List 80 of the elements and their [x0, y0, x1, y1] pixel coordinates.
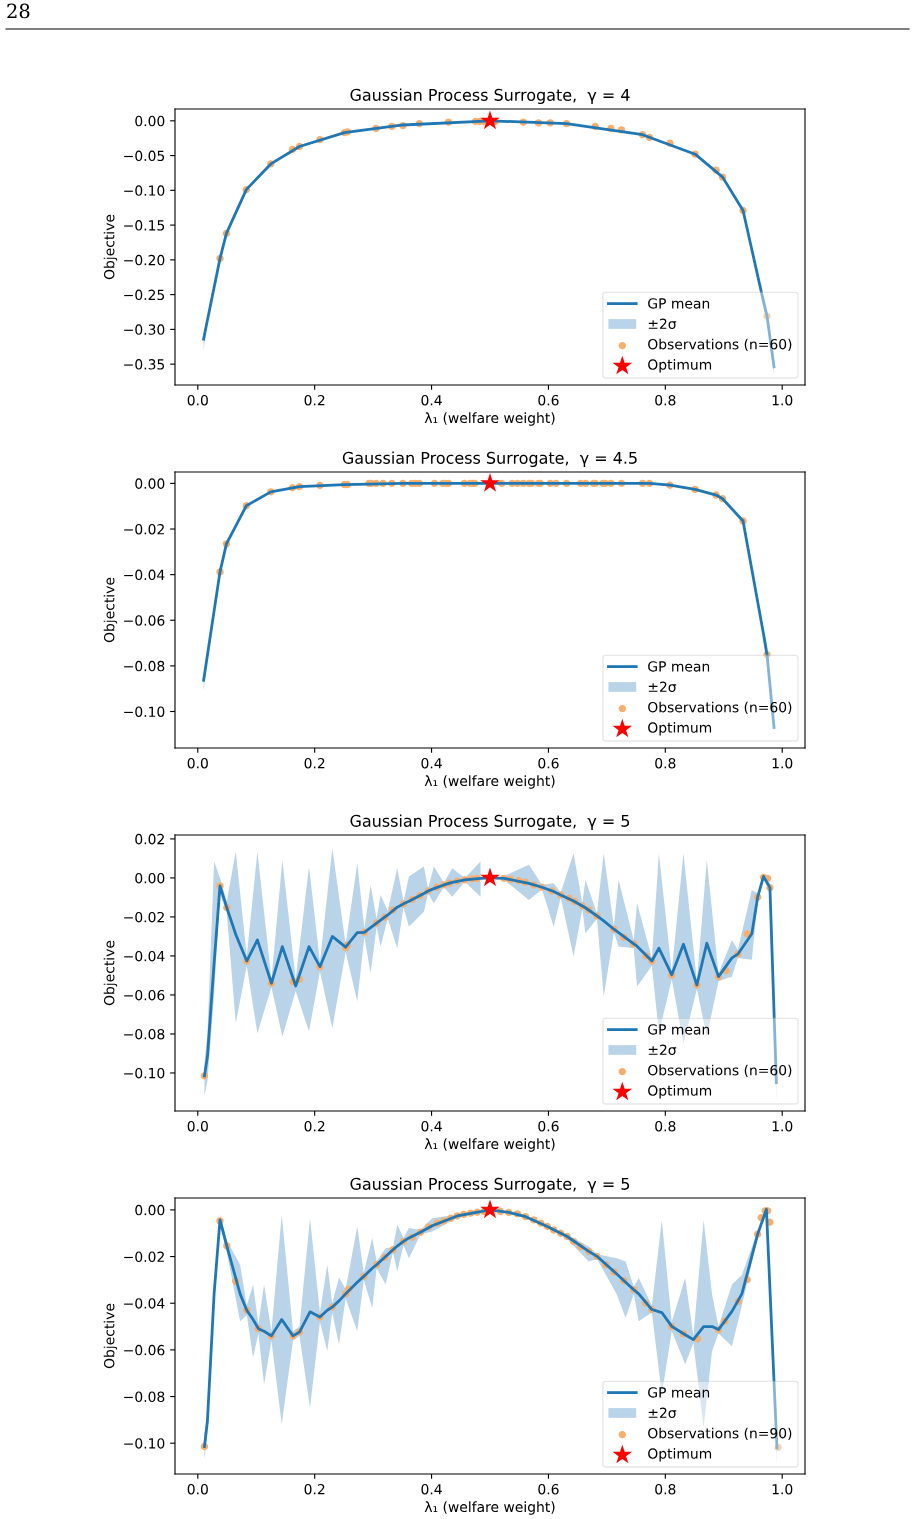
x-tick-label: 0.6 [538, 1483, 559, 1495]
legend-label: ±2σ [648, 1044, 677, 1056]
chart-title: Gaussian Process Surrogate, γ = 5 [350, 814, 630, 830]
y-tick-label: 0.00 [135, 478, 165, 489]
x-tick-label: 0.2 [304, 394, 325, 406]
y-tick-label: −0.10 [124, 706, 165, 717]
legend-label: ±2σ [648, 681, 677, 693]
x-tick-label: 0.8 [655, 1483, 676, 1495]
legend-label: GP mean [648, 1024, 710, 1035]
y-tick-label: −0.02 [124, 523, 164, 535]
x-tick-label: 0.4 [421, 1120, 442, 1132]
y-tick-label: −0.06 [124, 615, 165, 626]
y-tick-label: −0.35 [124, 359, 165, 370]
x-axis-title: λ₁ (welfare weight) [424, 1501, 555, 1515]
x-tick-label: 0.0 [187, 757, 208, 769]
x-tick-label: 1.0 [772, 394, 793, 406]
x-tick-label: 1.0 [772, 757, 793, 769]
legend-label: ±2σ [648, 318, 677, 330]
y-tick-label: 0.02 [135, 833, 164, 845]
legend-label: ±2σ [648, 1407, 677, 1419]
y-tick-label: −0.04 [124, 950, 165, 962]
y-tick-label: 0.00 [135, 872, 165, 884]
x-tick-label: 1.0 [772, 1483, 793, 1495]
y-tick-label: −0.04 [124, 569, 165, 581]
x-axis-title: λ₁ (welfare weight) [424, 1138, 555, 1152]
x-tick-label: 0.6 [538, 394, 559, 406]
x-tick-label: 0.2 [304, 1120, 325, 1132]
y-tick-label: −0.10 [124, 185, 165, 196]
x-tick-label: 0.8 [655, 394, 676, 406]
legend-label: Optimum [648, 722, 712, 736]
legend-label: Optimum [648, 359, 712, 373]
x-tick-label: 0.2 [304, 1483, 325, 1495]
legend-label: GP mean [648, 298, 710, 309]
y-tick-label: 0.00 [135, 115, 165, 127]
legend-label: Optimum [648, 1085, 712, 1099]
x-tick-label: 0.4 [421, 394, 442, 406]
y-tick-label: −0.20 [124, 254, 165, 266]
x-tick-label: 0.6 [538, 757, 559, 769]
x-tick-label: 0.4 [421, 757, 442, 769]
y-tick-label: −0.08 [124, 660, 165, 672]
y-tick-label: −0.05 [124, 150, 165, 162]
x-tick-label: 1.0 [772, 1120, 793, 1132]
x-axis-title: λ₁ (welfare weight) [424, 412, 555, 426]
y-tick-label: −0.08 [124, 1391, 165, 1403]
x-tick-label: 0.2 [304, 757, 325, 769]
y-axis-title: Objective [103, 1303, 118, 1369]
y-tick-label: −0.08 [124, 1028, 165, 1040]
y-tick-label: −0.02 [124, 1251, 164, 1263]
y-axis-title: Objective [103, 214, 118, 280]
legend-label: Observations (n=60) [648, 1064, 792, 1078]
legend-label: GP mean [648, 661, 710, 672]
y-tick-label: −0.10 [124, 1067, 165, 1079]
y-tick-label: −0.25 [124, 289, 165, 301]
y-tick-label: 0.00 [135, 1204, 165, 1216]
legend-label: Observations (n=60) [648, 701, 792, 715]
y-axis-title: Objective [103, 940, 118, 1006]
x-tick-label: 0.0 [187, 1483, 208, 1495]
chart-title: Gaussian Process Surrogate, γ = 5 [350, 1177, 630, 1193]
x-tick-label: 0.0 [187, 394, 208, 406]
x-tick-label: 0.6 [538, 1120, 559, 1132]
chart-title: Gaussian Process Surrogate, γ = 4.5 [342, 451, 637, 467]
y-tick-label: −0.15 [124, 220, 165, 231]
text: 28 [7, 3, 30, 19]
y-tick-label: −0.06 [124, 1344, 165, 1356]
y-tick-label: −0.30 [124, 324, 165, 335]
x-tick-label: 0.8 [655, 757, 676, 769]
legend-label: Observations (n=90) [648, 1427, 792, 1441]
x-tick-label: 0.0 [187, 1120, 208, 1132]
y-tick-label: −0.10 [124, 1438, 165, 1449]
y-tick-label: −0.04 [124, 1298, 165, 1309]
x-axis-title: λ₁ (welfare weight) [424, 775, 555, 789]
legend-label: GP mean [648, 1387, 710, 1398]
x-tick-label: 0.4 [421, 1483, 442, 1495]
x-tick-label: 0.8 [655, 1120, 676, 1132]
legend-label: Observations (n=60) [648, 338, 792, 352]
y-axis-title: Objective [103, 577, 118, 643]
y-tick-label: −0.06 [124, 989, 165, 1001]
chart-title: Gaussian Process Surrogate, γ = 4 [350, 88, 630, 104]
y-tick-label: −0.02 [124, 911, 164, 923]
legend-label: Optimum [648, 1448, 712, 1462]
